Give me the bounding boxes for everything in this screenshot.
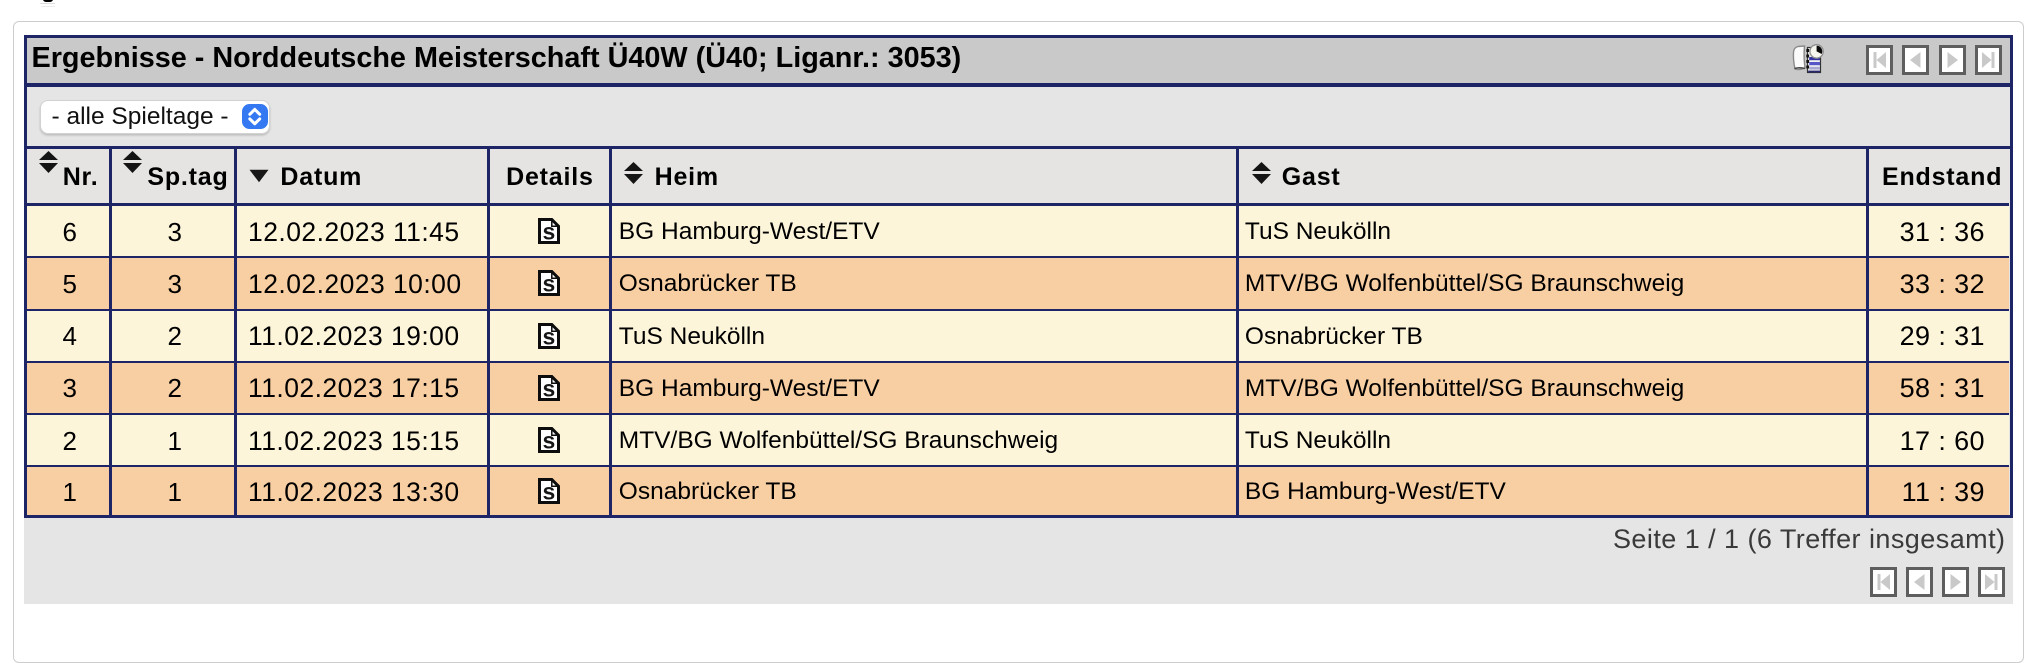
svg-text:s: s — [543, 323, 556, 348]
svg-text:s: s — [543, 271, 556, 296]
svg-text:s: s — [543, 375, 556, 400]
svg-text:s: s — [543, 219, 556, 244]
svg-text:s: s — [543, 479, 556, 504]
svg-text:s: s — [543, 428, 556, 453]
